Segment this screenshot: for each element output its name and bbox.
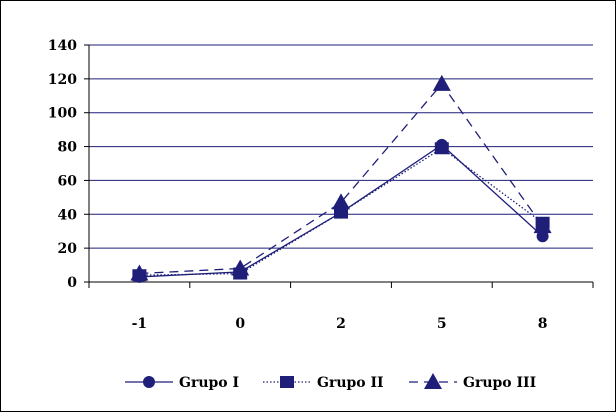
series-2 (130, 74, 552, 281)
y-tick-label-20: 20 (58, 241, 78, 257)
y-tick-label-60: 60 (58, 173, 78, 189)
series-line-2 (139, 82, 544, 275)
series-0-point-4 (536, 230, 549, 243)
series-1 (132, 142, 550, 282)
y-tick-label-40: 40 (58, 207, 78, 223)
legend-item-1: Grupo II (263, 375, 384, 391)
y-tick-labels: 0 20 40 60 80 100 120 140 (48, 38, 77, 291)
series-2-point-1 (231, 259, 250, 276)
legend: Grupo I Grupo II Grupo III (125, 373, 536, 391)
series-1-point-2 (334, 206, 348, 219)
series-line-1 (139, 147, 543, 276)
x-tick-label-2: 2 (336, 316, 346, 332)
series-2-point-4 (533, 217, 552, 234)
legend-marker-0 (143, 376, 155, 388)
legend-label-1: Grupo II (317, 375, 384, 391)
y-tick-label-80: 80 (58, 140, 78, 156)
x-tick-label-4: 8 (538, 316, 548, 332)
x-tick-label-0: -1 (132, 316, 148, 332)
legend-item-0: Grupo I (125, 375, 239, 391)
legend-label-0: Grupo I (179, 375, 239, 391)
y-tick-label-0: 0 (67, 275, 77, 291)
legend-item-2: Grupo III (409, 373, 536, 391)
x-tick-label-1: 0 (235, 316, 245, 332)
series-lines (130, 74, 552, 283)
y-tick-label-100: 100 (48, 106, 77, 122)
axes (84, 44, 594, 288)
x-tick-label-3: 5 (437, 316, 447, 332)
legend-label-2: Grupo III (463, 375, 536, 391)
y-tick-label-140: 140 (48, 38, 77, 54)
gridlines (89, 44, 593, 249)
y-tick-label-120: 120 (48, 72, 77, 88)
series-2-point-2 (332, 193, 350, 210)
series-2-point-3 (432, 74, 451, 91)
legend-marker-1 (280, 376, 294, 388)
legend-marker-2 (424, 373, 442, 389)
x-tick-labels: -1 0 2 5 8 (132, 316, 548, 332)
series-1-point-3 (434, 142, 449, 155)
series-2-point-0 (130, 264, 149, 281)
